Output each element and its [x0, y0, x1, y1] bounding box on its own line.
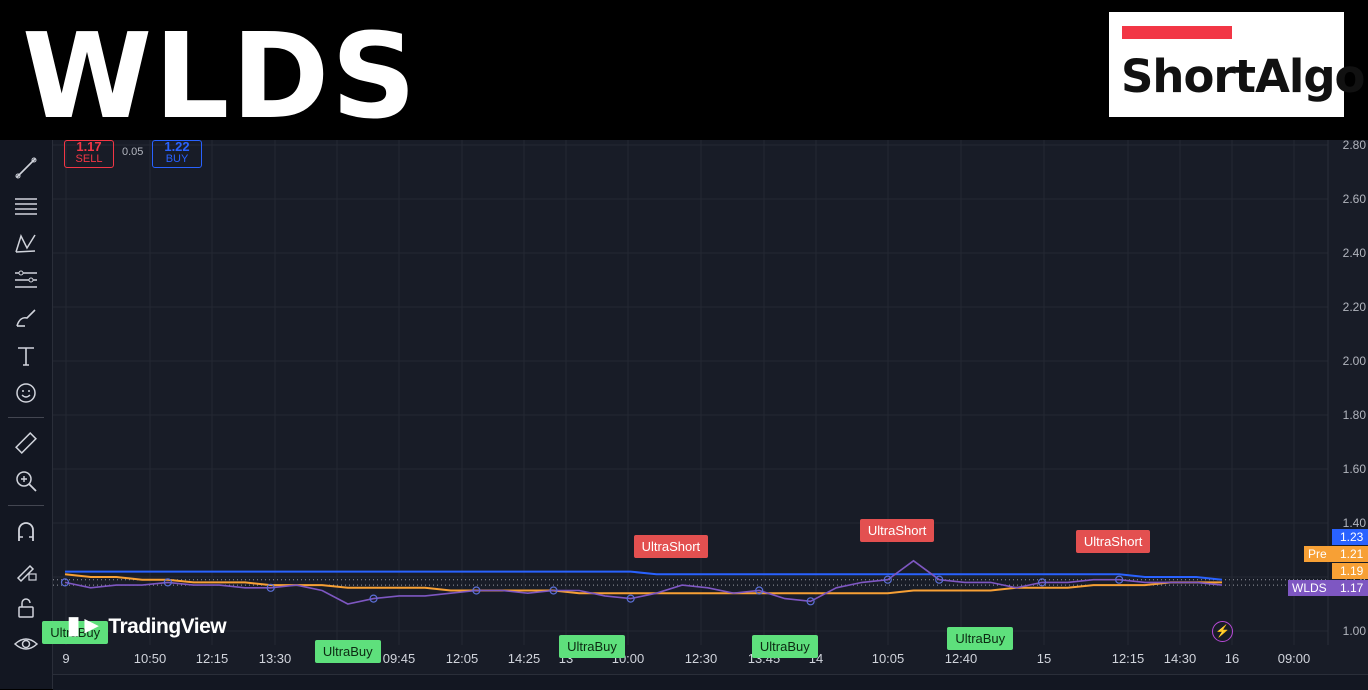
- ultrabuy-signal[interactable]: UltraBuy: [314, 640, 381, 664]
- y-tick-label: 1.00: [1343, 624, 1367, 638]
- x-tick-label: 14:30: [1164, 651, 1197, 666]
- price-tag-label: WLDS: [1288, 580, 1332, 596]
- chart-series: [53, 559, 1328, 606]
- buy-label: BUY: [165, 153, 189, 165]
- price-tag-value: 1.19: [1332, 563, 1368, 579]
- data-point-marker: [549, 586, 558, 595]
- x-tick-label: 14:25: [508, 651, 541, 666]
- y-tick-label: 1.40: [1343, 516, 1367, 530]
- series-line: [64, 573, 1222, 595]
- brush-icon[interactable]: [10, 302, 42, 334]
- x-tick-label: 12:15: [1112, 651, 1145, 666]
- price-tag-value: 1.17: [1332, 580, 1368, 596]
- toolbar-divider: [8, 417, 44, 418]
- data-point-marker: [935, 575, 944, 584]
- data-point-marker: [266, 583, 275, 592]
- tradingview-mark-icon: ▮►: [67, 612, 103, 639]
- price-tag-label: Pre: [1304, 546, 1332, 562]
- bottom-toolbar: [53, 674, 1368, 690]
- zoom-in-icon[interactable]: [10, 465, 42, 497]
- x-tick-label: 15: [1037, 651, 1051, 666]
- x-tick-label: 12:05: [446, 651, 479, 666]
- data-point-marker: [755, 586, 764, 595]
- text-icon[interactable]: [10, 340, 42, 372]
- toolbar-divider: [8, 505, 44, 506]
- buy-value: 1.22: [164, 139, 190, 154]
- lock-drawing-icon[interactable]: [10, 554, 42, 586]
- price-chart[interactable]: 2.802.602.402.202.001.801.601.401.201.00…: [53, 140, 1368, 689]
- y-axis: 2.802.602.402.202.001.801.601.401.201.00: [1343, 140, 1367, 638]
- x-tick-label: 12:30: [685, 651, 718, 666]
- y-tick-label: 1.60: [1343, 462, 1367, 476]
- chart-plot-area[interactable]: 2.802.602.402.202.001.801.601.401.201.00…: [53, 140, 1368, 689]
- lock-icon[interactable]: [10, 592, 42, 624]
- data-point-marker: [1037, 578, 1047, 587]
- ultrabuy-signal[interactable]: UltraBuy: [751, 634, 818, 658]
- y-tick-label: 1.80: [1343, 408, 1367, 422]
- ultrabuy-signal[interactable]: UltraBuy: [947, 626, 1014, 650]
- ruler-icon[interactable]: [10, 427, 42, 459]
- data-point-marker: [163, 578, 172, 587]
- data-point-marker: [369, 594, 378, 603]
- logo-text: ShortAlgo: [1121, 50, 1365, 103]
- data-point-marker: [883, 575, 892, 584]
- lightning-icon[interactable]: ⚡: [1212, 621, 1233, 642]
- header-banner: WLDS ShortAlgo: [0, 0, 1368, 140]
- y-tick-label: 2.00: [1343, 354, 1367, 368]
- x-tick-label: 9: [62, 651, 69, 666]
- trend-line-icon[interactable]: [10, 152, 42, 184]
- sell-quote-button[interactable]: 1.17 SELL: [64, 140, 114, 168]
- emoji-icon[interactable]: [10, 377, 42, 409]
- y-tick-label: 2.60: [1343, 192, 1367, 206]
- data-point-marker: [806, 597, 815, 606]
- x-tick-label: 12:40: [945, 651, 978, 666]
- x-tick-label: 10:05: [872, 651, 905, 666]
- data-point-marker: [60, 578, 70, 587]
- magnet-icon[interactable]: [10, 516, 42, 548]
- ultrashort-signal[interactable]: UltraShort: [1075, 529, 1151, 553]
- pattern-icon[interactable]: [10, 228, 42, 260]
- sell-label: SELL: [75, 153, 103, 165]
- x-axis: 910:5012:1513:301209:4512:0514:251310:00…: [62, 651, 1310, 666]
- ultrashort-signal[interactable]: UltraShort: [859, 518, 935, 542]
- data-point-marker: [626, 594, 635, 603]
- y-tick-label: 2.80: [1343, 140, 1367, 152]
- tradingview-text: TradingView: [108, 615, 227, 638]
- shortalgo-logo: ShortAlgo: [1109, 12, 1365, 117]
- data-point-marker: [1115, 575, 1124, 584]
- series-line: [65, 570, 1223, 581]
- x-tick-label: 12:15: [196, 651, 229, 666]
- ticker-symbol: WLDS: [22, 7, 419, 145]
- drawing-toolbar: [0, 140, 53, 689]
- data-point-marker: [472, 586, 481, 595]
- x-tick-label: 13:30: [259, 651, 292, 666]
- ultrashort-signal[interactable]: UltraShort: [633, 534, 709, 558]
- x-tick-label: 16: [1225, 651, 1239, 666]
- x-tick-label: 10:50: [134, 651, 167, 666]
- buy-quote-button[interactable]: 1.22 BUY: [152, 140, 202, 168]
- price-tag-value: 1.23: [1332, 529, 1368, 545]
- horizontal-lines-icon[interactable]: [10, 190, 42, 222]
- ultrabuy-signal[interactable]: UltraBuy: [559, 634, 625, 658]
- y-tick-label: 2.40: [1343, 246, 1367, 260]
- ultrabuy-signal[interactable]: UltraBuy: [42, 621, 109, 645]
- series-line: [64, 559, 1223, 605]
- logo-accent-bar: [1122, 26, 1232, 39]
- spread-value: 0.05: [122, 146, 144, 158]
- x-tick-label: 09:45: [383, 651, 416, 666]
- x-tick-label: 09:00: [1278, 651, 1311, 666]
- price-tag-value: 1.21: [1332, 546, 1368, 562]
- prediction-icon[interactable]: [10, 264, 42, 296]
- tradingview-logo[interactable]: ▮► TradingView: [67, 611, 227, 640]
- chart-grid: [53, 140, 1329, 645]
- y-tick-label: 2.20: [1343, 300, 1367, 314]
- sell-value: 1.17: [76, 139, 102, 154]
- eye-icon[interactable]: [10, 628, 42, 660]
